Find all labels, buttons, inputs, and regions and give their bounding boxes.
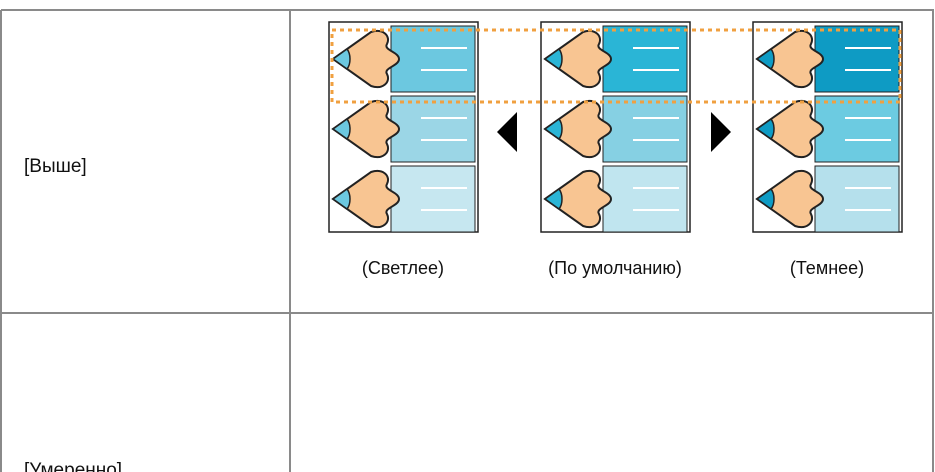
highlight [330, 28, 902, 104]
page-region [390, 165, 476, 233]
pencil [543, 30, 613, 88]
page-region [814, 165, 900, 233]
caption: (По умолчанию) [548, 258, 682, 278]
pencil [543, 170, 613, 228]
pencil-tip [543, 47, 563, 71]
pencil [755, 100, 825, 158]
pencil [543, 100, 613, 158]
density-illustration [328, 21, 903, 233]
row-label: [Выше] [24, 156, 87, 177]
pencil-tip [543, 187, 563, 211]
page-region [602, 25, 688, 93]
pencil [755, 30, 825, 88]
caption: (Светлее) [362, 258, 444, 278]
page-region [390, 95, 476, 163]
page-region [814, 95, 900, 163]
page-region [814, 25, 900, 93]
pencil-tip [331, 117, 351, 141]
arrow-left [497, 112, 517, 152]
row-label: [Умеренно] [24, 460, 122, 472]
caption: (Темнее) [790, 258, 864, 278]
page-region [602, 165, 688, 233]
pencil [331, 170, 401, 228]
page-region [602, 95, 688, 163]
table-grid [0, 9, 934, 472]
pencil-tip [755, 187, 775, 211]
pencil [331, 30, 401, 88]
arrow-right [711, 112, 731, 152]
pencil-tip [755, 47, 775, 71]
pencil-tip [755, 117, 775, 141]
pencil [331, 100, 401, 158]
pencil-tip [331, 47, 351, 71]
pencil [755, 170, 825, 228]
page-region [390, 25, 476, 93]
pencil-tip [543, 117, 563, 141]
pencil-tip [331, 187, 351, 211]
